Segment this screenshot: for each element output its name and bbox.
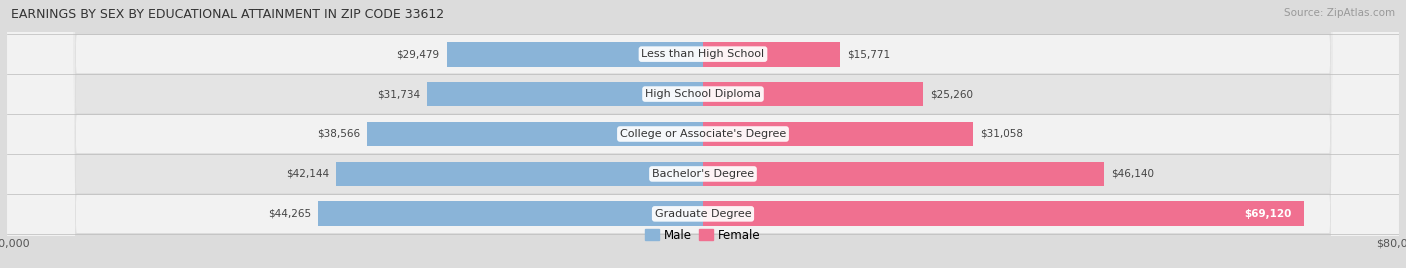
FancyBboxPatch shape (7, 0, 1399, 268)
Text: Less than High School: Less than High School (641, 49, 765, 59)
Text: High School Diploma: High School Diploma (645, 89, 761, 99)
Bar (703, 202, 1305, 226)
Text: $46,140: $46,140 (1111, 169, 1154, 179)
Text: $29,479: $29,479 (396, 49, 440, 59)
Text: $42,144: $42,144 (287, 169, 329, 179)
Text: College or Associate's Degree: College or Associate's Degree (620, 129, 786, 139)
Bar (703, 82, 922, 106)
FancyBboxPatch shape (7, 0, 1399, 268)
Text: Source: ZipAtlas.com: Source: ZipAtlas.com (1284, 8, 1395, 18)
Text: Graduate Degree: Graduate Degree (655, 209, 751, 219)
Bar (336, 162, 703, 186)
Text: $15,771: $15,771 (848, 49, 890, 59)
Bar (447, 42, 703, 66)
Bar (703, 162, 1104, 186)
Text: $31,058: $31,058 (980, 129, 1024, 139)
Legend: Male, Female: Male, Female (641, 224, 765, 246)
Text: $38,566: $38,566 (318, 129, 360, 139)
Text: $25,260: $25,260 (929, 89, 973, 99)
FancyBboxPatch shape (7, 0, 1399, 268)
Bar (318, 202, 703, 226)
FancyBboxPatch shape (7, 0, 1399, 268)
Bar (703, 122, 973, 146)
Text: EARNINGS BY SEX BY EDUCATIONAL ATTAINMENT IN ZIP CODE 33612: EARNINGS BY SEX BY EDUCATIONAL ATTAINMEN… (11, 8, 444, 21)
Bar (703, 42, 841, 66)
Bar (367, 122, 703, 146)
Text: $69,120: $69,120 (1244, 209, 1291, 219)
FancyBboxPatch shape (7, 0, 1399, 268)
Text: $44,265: $44,265 (267, 209, 311, 219)
Bar (427, 82, 703, 106)
Text: $31,734: $31,734 (377, 89, 420, 99)
Text: Bachelor's Degree: Bachelor's Degree (652, 169, 754, 179)
